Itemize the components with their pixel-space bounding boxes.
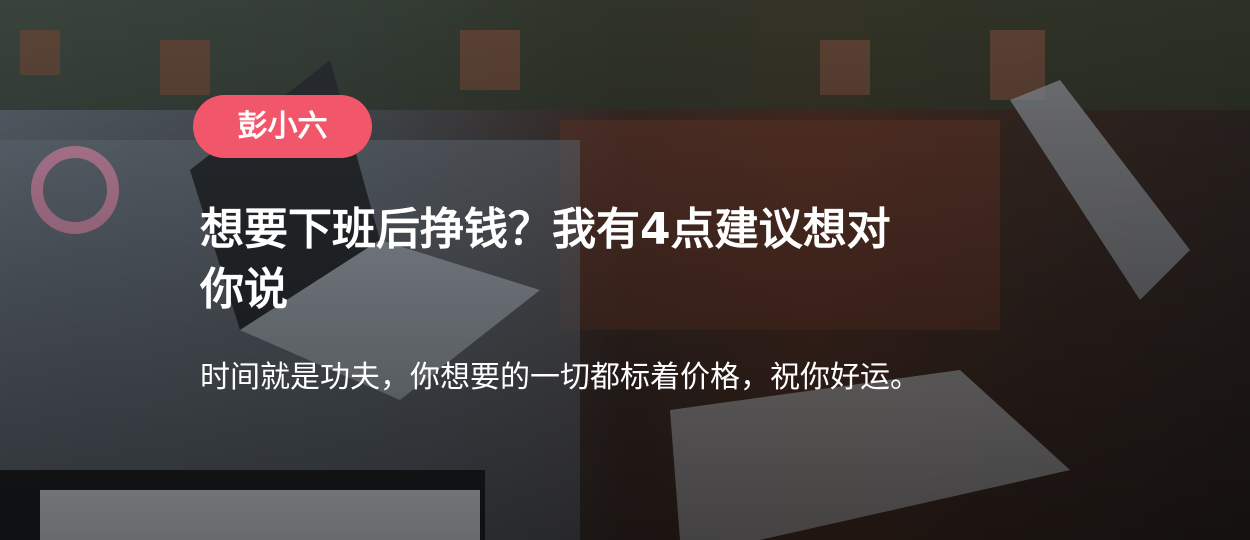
author-tag[interactable]: 彭小六 [193, 95, 372, 158]
subtitle: 时间就是功夫，你想要的一切都标着价格，祝你好运。 [200, 360, 920, 395]
title: 想要下班后挣钱？我有4点建议想对你说 [200, 204, 891, 315]
